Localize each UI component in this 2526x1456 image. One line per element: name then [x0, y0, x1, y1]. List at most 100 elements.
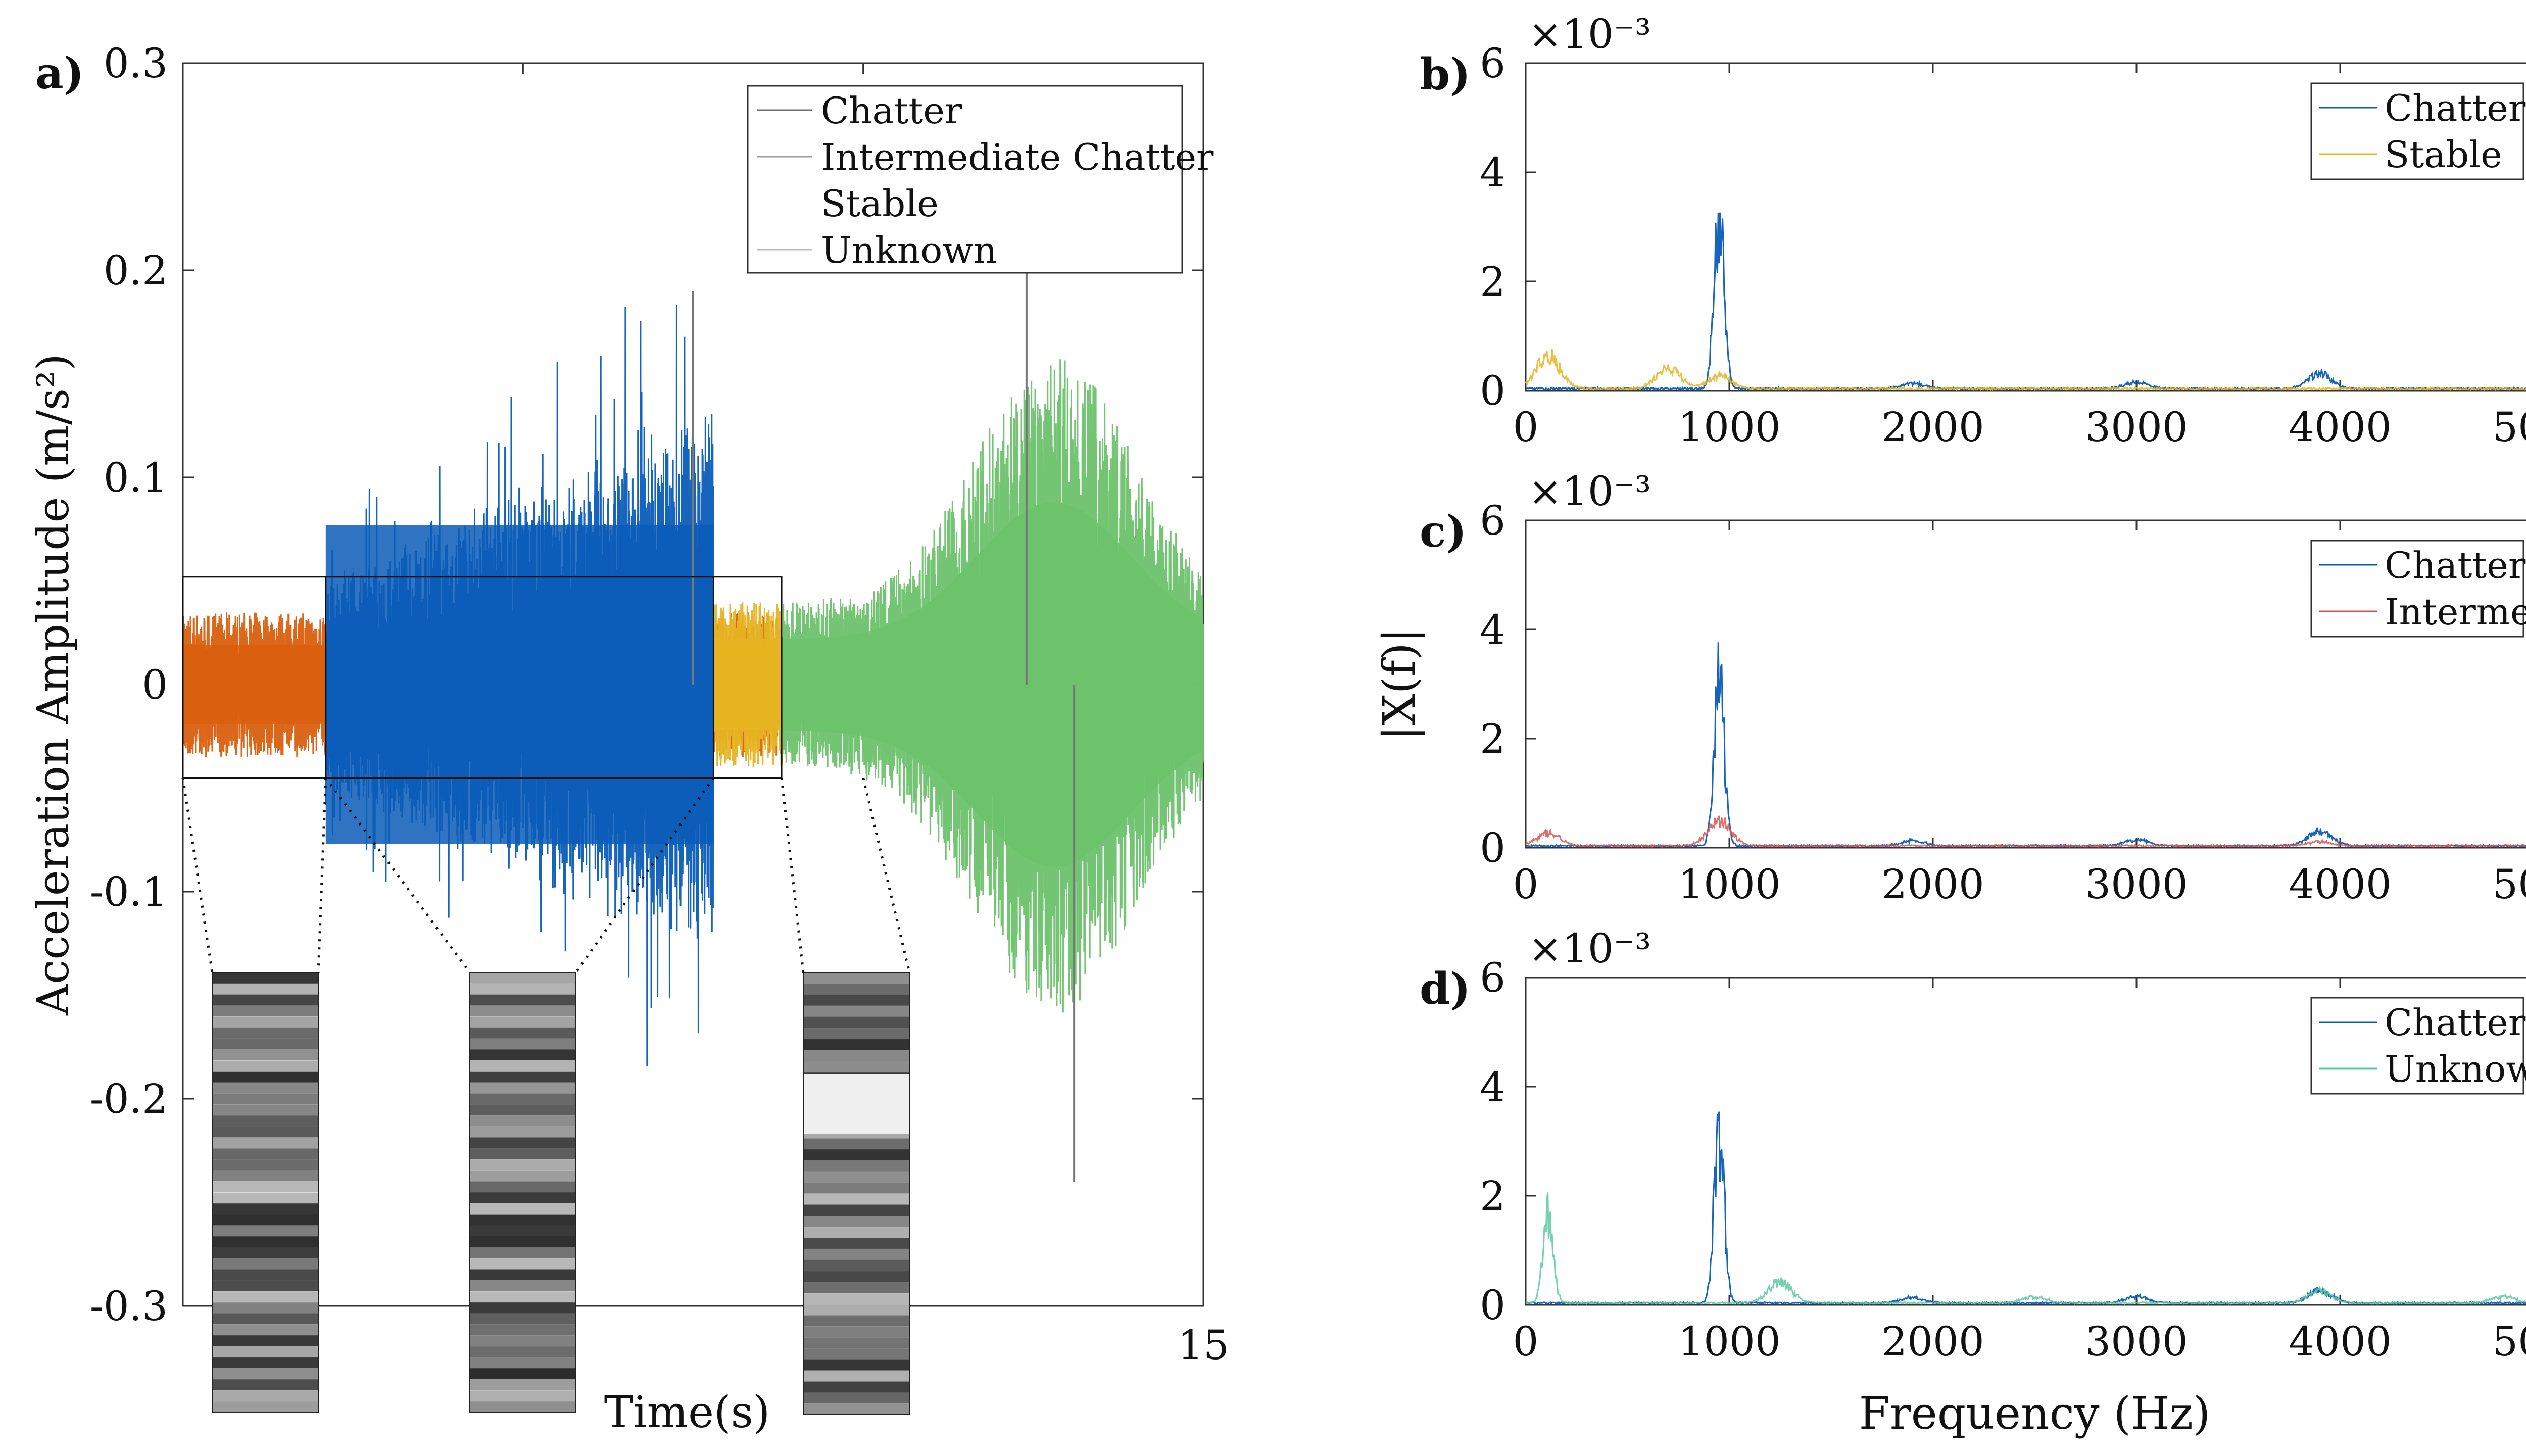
signal-core-stable	[183, 645, 326, 724]
legend-entry: Stable	[2385, 133, 2502, 176]
inset-band	[212, 1104, 318, 1116]
inset-band	[470, 1159, 576, 1171]
inset-band	[470, 1247, 576, 1259]
legend-entry: Chatter	[2385, 87, 2526, 129]
inset-band	[212, 1115, 318, 1127]
inset-band	[212, 1137, 318, 1149]
inset-band	[470, 1357, 576, 1369]
inset-band	[212, 1269, 318, 1281]
inset-band	[803, 1171, 909, 1183]
panel-c: c) ×10⁻³ 6 4 2 00 1000 2000 3000 4000 5000 ChatterI…	[1373, 468, 2526, 908]
inset-band	[803, 1039, 909, 1051]
y-tick-label: 6	[1480, 497, 1505, 544]
panel-letter: c)	[1420, 506, 1467, 557]
inset-band	[212, 1258, 318, 1270]
inset-band	[803, 1227, 909, 1238]
inset-image	[469, 972, 576, 1413]
inset-band	[212, 1192, 318, 1204]
x-tick-label: 4000	[2289, 1318, 2392, 1365]
inset-band	[470, 1225, 576, 1237]
legend-box	[747, 85, 1183, 274]
inset-band	[803, 1149, 909, 1161]
x-tick-label: 2000	[1881, 861, 1984, 908]
y-tick-label: -0.3	[90, 1283, 168, 1330]
inset-band	[470, 1236, 576, 1248]
x-tick-label: 5000	[2492, 404, 2526, 451]
inset-band	[803, 1216, 909, 1228]
inset-band	[803, 1271, 909, 1283]
y-axis-label: |X(f)|	[1373, 627, 1425, 740]
spectrum-chatter	[1525, 642, 2526, 848]
spectrum-chatter	[1525, 1111, 2526, 1305]
exponent-label: ×10⁻³	[1528, 925, 1651, 972]
panel-a: a) 0.30.20.10-0.1-0.2-0.3 51015 Time(s) …	[28, 40, 1229, 1438]
inset-band	[803, 1370, 909, 1382]
inset-band	[212, 1291, 318, 1303]
inset-band	[212, 1060, 318, 1072]
inset-band	[212, 1401, 318, 1413]
inset-band	[470, 1038, 576, 1050]
panel-a-letter: a)	[35, 48, 84, 99]
spectrum-intermediate	[1525, 815, 2526, 848]
legend-entry: Chatter	[2385, 544, 2526, 587]
inset-band	[803, 1259, 909, 1272]
inset-band	[803, 1248, 909, 1260]
inset-band	[470, 1060, 576, 1072]
inset-band	[470, 1280, 576, 1292]
panel-a-x-label: Time(s)	[604, 1387, 770, 1438]
y-tick-label: 0	[142, 661, 168, 708]
inset-band	[470, 1104, 576, 1116]
zoom-connector	[181, 778, 214, 973]
y-tick-label: 0.3	[104, 40, 168, 87]
legend-entry: Chatter	[821, 89, 962, 132]
inset-band	[212, 1357, 318, 1369]
inset-band	[212, 1390, 318, 1402]
zoom-connector	[317, 778, 327, 973]
inset-band	[212, 1016, 318, 1028]
inset-band	[212, 1302, 318, 1314]
inset-band	[212, 1049, 318, 1061]
x-tick-label: 0	[1513, 404, 1539, 451]
inset-border	[803, 972, 910, 1415]
inset-band	[212, 1093, 318, 1105]
inset-band	[212, 994, 318, 1006]
inset-band	[803, 1193, 909, 1205]
inset-band	[470, 1071, 576, 1083]
inset-band	[470, 1170, 576, 1182]
inset-band	[212, 1038, 318, 1050]
inset-band	[212, 1071, 318, 1083]
spectrum-unknown	[1525, 1192, 2526, 1305]
x-tick-label: 1000	[1678, 861, 1781, 908]
inset-band	[470, 1313, 576, 1325]
inset-band	[470, 973, 576, 984]
inset-band	[212, 1247, 318, 1259]
panel-letter: b)	[1420, 49, 1471, 100]
inset-band	[470, 1082, 576, 1094]
inset-band	[803, 1028, 909, 1040]
inset-band	[470, 983, 576, 995]
inset-band	[803, 973, 909, 984]
panel-a-insets	[181, 777, 911, 1415]
inset-band	[212, 1181, 318, 1193]
x-tick-label: 2000	[1881, 1318, 1984, 1365]
x-tick-label: 4000	[2289, 404, 2392, 451]
inset-band	[470, 1115, 576, 1127]
inset-band	[212, 1346, 318, 1358]
inset-band	[803, 1238, 909, 1249]
panel-letter: d)	[1420, 963, 1471, 1014]
inset-band	[212, 1170, 318, 1182]
x-tick-label: 0	[1513, 861, 1539, 908]
signal-core-chatter	[325, 525, 714, 844]
legend-entry: Chatter	[2385, 1001, 2526, 1044]
inset-band	[803, 1204, 909, 1217]
legend-entry: Stable	[821, 182, 939, 225]
x-tick-label: 3000	[2085, 1318, 2188, 1365]
y-tick-label: 0	[1480, 824, 1505, 871]
inset-band	[803, 1061, 909, 1073]
inset-band	[470, 1346, 576, 1358]
inset-band	[212, 1280, 318, 1292]
inset-band	[470, 1192, 576, 1204]
panel-a-zoom-region	[182, 576, 783, 779]
axis-frame	[1525, 62, 2526, 392]
inset-band	[803, 1282, 909, 1294]
